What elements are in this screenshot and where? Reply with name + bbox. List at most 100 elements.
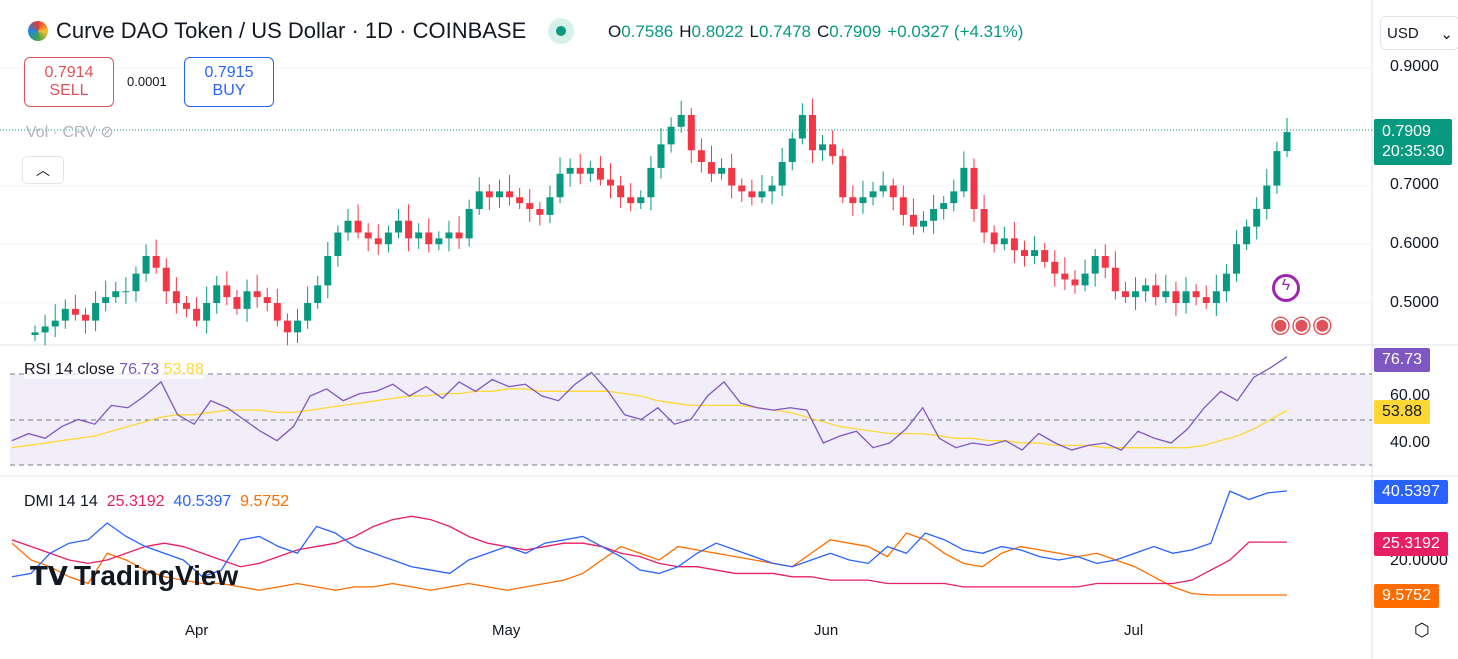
candle <box>546 197 554 215</box>
time-tick: Jun <box>814 622 839 639</box>
candle <box>1010 238 1018 251</box>
lightning-event-icon[interactable]: ϟ <box>1272 274 1300 302</box>
candle <box>677 115 685 127</box>
candle <box>576 167 584 174</box>
candle <box>637 197 645 204</box>
candle <box>859 197 867 204</box>
candle <box>788 138 796 162</box>
candle <box>495 191 503 198</box>
candle <box>1091 256 1099 274</box>
plus-di-line <box>11 490 1288 578</box>
candle <box>819 144 827 151</box>
rsi-line <box>11 356 1288 451</box>
candle <box>415 232 423 239</box>
candle <box>465 209 473 239</box>
settings-icon[interactable]: ⬡ <box>1414 620 1430 640</box>
rsi-legend[interactable]: RSI 14 close 76.73 53.88 <box>24 361 204 379</box>
candle <box>707 162 715 174</box>
candle <box>374 238 382 245</box>
buy-button[interactable]: 0.7915 BUY <box>184 57 274 107</box>
dmi-legend[interactable]: DMI 14 14 25.3192 40.5397 9.5752 <box>24 493 290 510</box>
candle <box>889 185 897 198</box>
candle <box>263 297 271 303</box>
us-flag-events-icon[interactable]: ◉◉◉ <box>1270 311 1333 338</box>
tradingview-logo: 𝗧𝗩 TradingView <box>30 560 239 591</box>
candle <box>607 179 615 186</box>
candle <box>930 209 938 221</box>
candle <box>223 285 231 298</box>
candle <box>1182 291 1190 303</box>
adx-label: 25.3192 <box>1374 532 1448 556</box>
candle <box>294 320 302 333</box>
candle <box>334 232 342 256</box>
collapse-legend-button[interactable]: ︿ <box>22 156 64 184</box>
candle <box>1162 291 1170 298</box>
currency-select[interactable]: USD ⌄ <box>1380 16 1458 50</box>
candle <box>627 197 635 204</box>
candle <box>1273 151 1281 186</box>
candle <box>516 197 524 204</box>
candle <box>647 167 655 198</box>
candle <box>213 285 221 303</box>
candle <box>869 191 877 198</box>
candle <box>657 144 665 168</box>
candle <box>1233 244 1241 274</box>
title-text: Curve DAO Token / US Dollar · 1D · COINB… <box>56 18 527 43</box>
candle <box>324 256 332 286</box>
candle <box>1192 291 1200 298</box>
candle <box>596 167 604 180</box>
candle <box>485 191 493 198</box>
symbol-title[interactable]: Curve DAO Token / US Dollar · 1D · COINB… <box>28 18 575 44</box>
chevron-down-icon: ⌄ <box>1440 26 1453 43</box>
candle <box>1243 226 1251 245</box>
price-tick: 0.7000 <box>1390 176 1439 193</box>
candle <box>152 256 160 268</box>
candle <box>344 220 352 233</box>
candle <box>506 191 514 198</box>
candle <box>940 203 948 209</box>
minus-di-label: 9.5752 <box>1374 584 1439 608</box>
rsi-value-label: 76.73 <box>1374 348 1431 372</box>
last-price-label: 0.7909 20:35:30 <box>1374 119 1453 165</box>
candle <box>909 214 917 227</box>
candle <box>1212 291 1220 303</box>
price-tick: 0.5000 <box>1390 294 1439 311</box>
candle <box>455 232 463 239</box>
candle <box>1101 256 1109 268</box>
candle <box>273 303 281 321</box>
candle <box>526 203 534 209</box>
candle <box>1081 273 1089 286</box>
candle <box>41 326 49 333</box>
candle <box>102 297 110 303</box>
candle <box>203 303 211 321</box>
market-open-icon <box>548 18 575 44</box>
candle <box>829 144 837 157</box>
candle <box>738 185 746 192</box>
curve-logo-icon <box>28 21 48 41</box>
candle <box>142 256 150 274</box>
candle <box>920 220 928 227</box>
candle <box>193 308 201 321</box>
candle <box>283 320 291 333</box>
candle <box>81 314 89 321</box>
candle <box>1263 185 1271 209</box>
candle <box>1202 297 1210 303</box>
candle <box>980 209 988 233</box>
candle <box>112 291 120 298</box>
candle <box>1172 291 1180 303</box>
candle <box>778 162 786 186</box>
candle <box>92 303 100 321</box>
adx-line <box>11 515 1287 588</box>
candle <box>899 197 907 215</box>
minus-di-line <box>11 532 1287 596</box>
sell-button[interactable]: 0.7914 SELL <box>24 57 114 107</box>
candle <box>1253 209 1261 227</box>
spread: 0.0001 <box>127 74 167 89</box>
candle <box>1071 279 1079 286</box>
eye-hidden-icon[interactable]: ⊘ <box>100 124 114 141</box>
volume-legend[interactable]: Vol · CRV ⊘ <box>26 124 114 141</box>
candle <box>1132 291 1140 298</box>
candle <box>132 273 140 292</box>
dmi-tick: 20.0000 <box>1390 552 1448 569</box>
